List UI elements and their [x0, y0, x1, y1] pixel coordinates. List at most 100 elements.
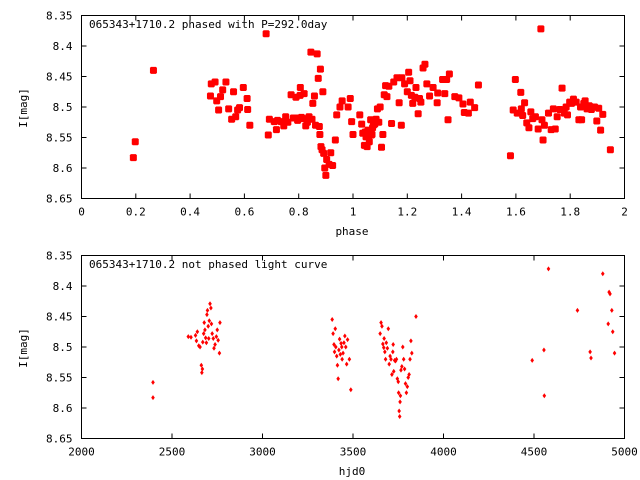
unphased-y-axis-label: I[mag] — [17, 328, 30, 368]
unphased-data-point — [405, 384, 410, 390]
unphased-data-point — [206, 335, 211, 341]
phased-data-point — [296, 83, 304, 91]
phased-data-point — [433, 99, 441, 107]
unphased-y-tick-label: 8.6 — [53, 402, 73, 415]
phased-data-point — [423, 80, 431, 88]
unphased-data-point — [207, 318, 212, 324]
phased-data-point — [349, 130, 357, 138]
unphased-data-point — [397, 414, 402, 420]
phased-data-point — [320, 149, 328, 157]
phased-data-point — [129, 154, 137, 162]
phased-data-point — [346, 94, 354, 102]
unphased-data-point — [403, 381, 408, 387]
unphased-data-point — [339, 344, 344, 350]
phased-data-point — [464, 109, 472, 117]
phased-data-point — [282, 113, 290, 121]
unphased-data-point — [201, 331, 206, 337]
phased-data-point — [329, 162, 337, 170]
phased-data-point — [331, 136, 339, 144]
phased-data-point — [578, 116, 586, 124]
phased-data-point — [262, 30, 270, 38]
unphased-data-point — [202, 320, 207, 326]
unphased-data-point — [204, 340, 209, 346]
unphased-data-point — [206, 323, 210, 329]
unphased-data-point — [606, 321, 611, 327]
unphased-data-point — [343, 333, 347, 339]
phased-y-tick-label: 8.4 — [53, 40, 73, 53]
unphased-data-point — [194, 338, 199, 344]
unphased-data-point — [409, 338, 413, 344]
phased-data-point — [316, 130, 324, 138]
unphased-data-point — [341, 350, 345, 356]
phased-data-point — [315, 123, 323, 131]
unphased-data-point — [378, 331, 382, 337]
phased-data-point — [219, 86, 227, 94]
phased-data-point — [236, 104, 244, 112]
phased-data-point — [593, 117, 601, 125]
unphased-data-point — [205, 307, 210, 313]
phased-data-point — [412, 83, 420, 91]
unphased-plot-frame — [81, 255, 625, 439]
unphased-data-point — [608, 291, 612, 297]
unphased-x-tick-label: 4000 — [430, 446, 457, 459]
phased-data-point — [606, 146, 614, 154]
unphased-chart-title: 065343+1710.2 not phased light curve — [89, 258, 327, 271]
unphased-data-point — [196, 343, 201, 349]
phased-data-point — [519, 112, 527, 120]
unphased-data-point — [396, 390, 401, 396]
phased-data-point — [506, 152, 514, 160]
phased-x-tick-label: 1.4 — [452, 206, 472, 219]
unphased-data-point — [383, 356, 388, 362]
phased-data-point — [517, 88, 525, 96]
phased-data-point — [406, 77, 414, 85]
unphased-data-point — [203, 335, 208, 341]
unphased-data-point — [530, 357, 534, 363]
phased-data-point — [300, 90, 308, 98]
unphased-data-point — [398, 393, 403, 399]
unphased-data-point — [213, 342, 217, 348]
phased-x-tick-label: 0.2 — [126, 206, 146, 219]
unphased-data-point — [151, 379, 155, 385]
phased-data-point — [429, 83, 437, 91]
unphased-data-point — [610, 329, 615, 335]
unphased-data-point — [390, 371, 394, 377]
unphased-x-tick-label: 2000 — [68, 446, 95, 459]
phased-data-point — [232, 113, 240, 121]
unphased-data-point — [331, 331, 335, 337]
unphased-data-point — [209, 305, 213, 311]
phased-data-point — [316, 65, 324, 73]
phased-data-point — [309, 99, 317, 107]
phased-data-point — [376, 103, 384, 111]
unphased-data-point — [218, 320, 222, 326]
unphased-data-point — [340, 356, 344, 362]
unphased-y-tick-label: 8.65 — [46, 433, 73, 446]
phased-x-tick-label: 2 — [621, 206, 628, 219]
phased-data-point — [284, 118, 292, 126]
unphased-y-tick-label: 8.4 — [53, 280, 73, 293]
phased-x-tick-label: 0 — [78, 206, 85, 219]
unphased-data-point — [208, 301, 212, 307]
unphased-data-point — [397, 408, 401, 414]
unphased-data-point — [200, 370, 204, 376]
phased-data-point — [517, 105, 525, 113]
phased-y-tick-label: 8.55 — [46, 132, 73, 145]
unphased-data-point — [200, 366, 205, 372]
phased-data-point — [319, 88, 327, 96]
unphased-data-point — [408, 356, 412, 362]
unphased-data-point — [334, 344, 338, 350]
phased-data-point — [230, 88, 238, 96]
unphased-data-point — [381, 345, 386, 351]
unphased-data-point — [391, 368, 396, 374]
phased-data-point — [338, 97, 346, 105]
unphased-data-point — [212, 345, 216, 351]
unphased-x-tick-label: 2500 — [159, 446, 186, 459]
phased-data-point — [358, 120, 366, 128]
unphased-data-point — [200, 339, 205, 345]
phased-data-point — [558, 84, 566, 92]
phased-data-point — [455, 94, 463, 102]
phased-y-tick-label: 8.65 — [46, 193, 73, 206]
unphased-data-point — [385, 345, 390, 351]
unphased-data-point — [398, 399, 402, 405]
phased-data-point — [434, 89, 442, 97]
